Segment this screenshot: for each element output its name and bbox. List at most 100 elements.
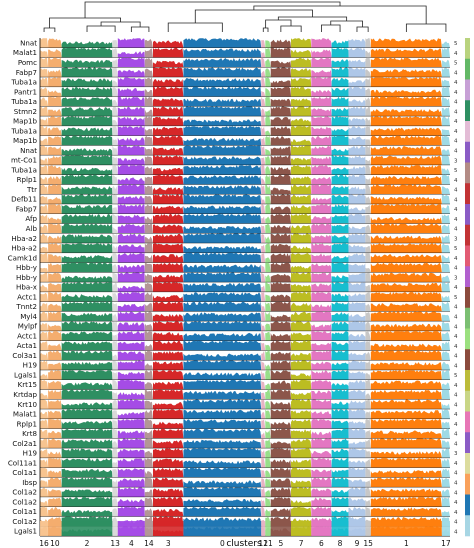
gene-label: H19	[23, 361, 38, 370]
track-41-cluster-2	[61, 439, 113, 449]
dendrogram-link	[321, 24, 341, 32]
track-34-cluster-3	[152, 370, 184, 380]
cluster-color-bar-12	[261, 521, 266, 536]
track-30-cluster-12	[261, 331, 266, 341]
scale-tick-label: 4	[454, 80, 458, 86]
track-28-cluster-1	[370, 311, 442, 322]
track-18-cluster-10	[48, 216, 62, 224]
track-34-cluster-7	[291, 373, 312, 380]
track-10-cluster-15	[365, 139, 371, 146]
cluster-label-14: 14	[144, 539, 154, 548]
track-12-cluster-11	[265, 155, 271, 165]
track-36-cluster-2	[61, 389, 113, 400]
track-34-cluster-8	[331, 370, 349, 380]
track-34-cluster-15	[365, 372, 371, 380]
track-27-cluster-6	[311, 304, 332, 312]
track-6-cluster-12	[261, 96, 266, 107]
track-5-cluster-9	[348, 87, 366, 97]
track-26-cluster-13	[112, 292, 118, 302]
track-42-cluster-0	[183, 448, 262, 458]
track-24-cluster-1	[370, 272, 442, 283]
track-23-cluster-14	[144, 262, 153, 273]
track-39-cluster-6	[311, 419, 332, 429]
track-12-cluster-3	[152, 155, 184, 165]
track-41-cluster-3	[152, 440, 184, 449]
scale-tick-label: 4	[454, 100, 458, 106]
track-14-cluster-10	[48, 176, 62, 185]
track-20-cluster-16	[40, 233, 49, 244]
track-37-cluster-8	[331, 401, 349, 410]
track-33-cluster-8	[331, 362, 349, 370]
scale-tick-label: 4	[454, 471, 458, 477]
track-18-cluster-14	[144, 216, 153, 224]
track-42-cluster-14	[144, 450, 153, 458]
track-15-cluster-11	[265, 184, 271, 195]
track-6-cluster-2	[61, 97, 113, 107]
track-5-cluster-15	[365, 88, 371, 97]
track-31-cluster-11	[265, 344, 271, 351]
track-18-cluster-17	[441, 214, 450, 224]
cluster-label-16: 16	[39, 539, 49, 548]
cluster-color-bar-14	[144, 521, 153, 536]
track-13-cluster-9	[348, 165, 366, 175]
track-27-cluster-1	[370, 303, 442, 312]
cluster-label-2: 2	[85, 539, 90, 548]
track-47-cluster-11	[265, 497, 271, 507]
track-6-cluster-16	[40, 97, 49, 107]
track-29-cluster-14	[144, 323, 153, 331]
track-1-cluster-14	[144, 48, 153, 58]
track-10-cluster-3	[152, 135, 184, 146]
track-19-cluster-3	[152, 224, 184, 234]
track-13-cluster-2	[61, 167, 113, 175]
track-34-cluster-13	[112, 372, 118, 380]
track-45-cluster-6	[311, 477, 332, 488]
track-28-cluster-3	[152, 313, 184, 322]
track-10-cluster-16	[40, 138, 49, 146]
gene-label: Col1a2	[12, 497, 37, 506]
track-8-cluster-11	[265, 116, 271, 126]
track-23-cluster-0	[183, 264, 262, 273]
gene-group-bar-segment	[465, 432, 470, 454]
track-6-cluster-17	[441, 97, 450, 107]
track-31-cluster-9	[348, 340, 366, 351]
track-0-cluster-3	[152, 40, 184, 48]
track-29-cluster-5	[270, 321, 292, 331]
track-23-cluster-7	[291, 265, 312, 273]
track-11-cluster-5	[270, 146, 292, 156]
track-15-cluster-1	[370, 184, 442, 195]
track-11-cluster-10	[48, 146, 62, 156]
track-9-cluster-16	[40, 126, 49, 136]
track-30-cluster-2	[61, 331, 113, 341]
track-9-cluster-7	[291, 126, 312, 136]
track-29-cluster-13	[112, 321, 118, 331]
track-31-cluster-14	[144, 344, 153, 351]
track-38-cluster-1	[370, 410, 442, 419]
gene-label: Hbb-y	[16, 263, 37, 272]
track-38-cluster-15	[365, 411, 371, 419]
track-12-cluster-5	[270, 155, 292, 165]
track-47-cluster-8	[331, 497, 349, 507]
track-40-cluster-7	[291, 429, 312, 439]
track-18-cluster-0	[183, 213, 262, 224]
track-29-cluster-4	[117, 322, 145, 331]
track-44-cluster-9	[348, 467, 366, 478]
track-45-cluster-12	[261, 478, 266, 488]
track-41-cluster-11	[265, 438, 271, 449]
track-16-cluster-14	[144, 195, 153, 204]
track-30-cluster-16	[40, 331, 49, 341]
track-45-cluster-2	[61, 477, 113, 488]
track-42-cluster-1	[370, 451, 442, 458]
track-5-cluster-2	[61, 87, 113, 97]
track-47-cluster-7	[291, 500, 312, 507]
gene-label: Tuba1a	[11, 126, 37, 135]
gene-group-bar-segment	[465, 494, 470, 516]
track-34-cluster-14	[144, 370, 153, 380]
scale-tick-label: 4	[454, 480, 458, 486]
track-34-cluster-17	[441, 370, 450, 380]
track-25-cluster-11	[265, 282, 271, 292]
track-7-cluster-0	[183, 106, 262, 117]
cluster-color-bar-13	[112, 521, 118, 536]
track-42-cluster-5	[270, 448, 292, 458]
track-37-cluster-13	[112, 399, 118, 410]
track-31-cluster-7	[291, 340, 312, 351]
